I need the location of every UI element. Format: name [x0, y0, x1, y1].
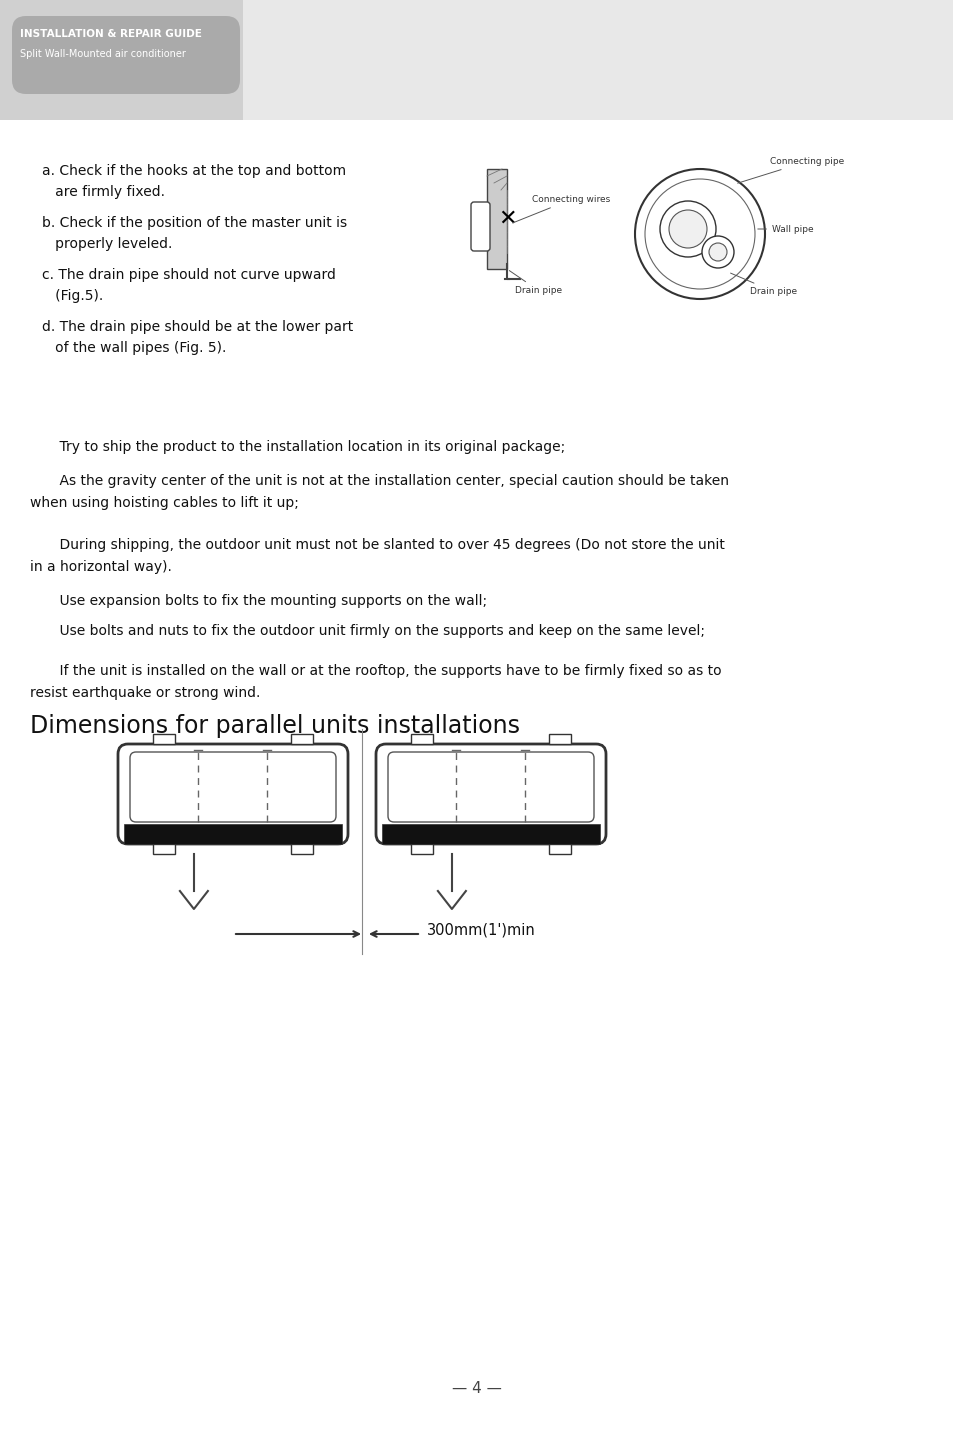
Bar: [548, 845, 571, 855]
FancyBboxPatch shape: [118, 744, 348, 845]
Text: Use bolts and nuts to fix the outdoor unit firmly on the supports and keep on th: Use bolts and nuts to fix the outdoor un…: [42, 624, 704, 638]
Text: are firmly fixed.: are firmly fixed.: [42, 185, 165, 199]
Text: properly leveled.: properly leveled.: [42, 237, 172, 251]
FancyBboxPatch shape: [375, 744, 605, 845]
Bar: [291, 734, 313, 744]
Text: 300mm(1')min: 300mm(1')min: [427, 922, 536, 938]
Bar: [486, 169, 506, 270]
Bar: [0, 0, 953, 120]
Text: Wall pipe: Wall pipe: [757, 225, 813, 234]
Text: b. Check if the position of the master unit is: b. Check if the position of the master u…: [42, 217, 347, 229]
Text: ✕: ✕: [498, 209, 517, 229]
Text: As the gravity center of the unit is not at the installation center, special cau: As the gravity center of the unit is not…: [42, 475, 728, 488]
Text: INSTALLATION & REPAIR GUIDE: INSTALLATION & REPAIR GUIDE: [20, 29, 202, 39]
Text: c. The drain pipe should not curve upward: c. The drain pipe should not curve upwar…: [42, 268, 335, 282]
Text: a. Check if the hooks at the top and bottom: a. Check if the hooks at the top and bot…: [42, 163, 346, 178]
FancyBboxPatch shape: [130, 751, 335, 822]
Text: If the unit is installed on the wall or at the rooftop, the supports have to be : If the unit is installed on the wall or …: [42, 664, 720, 678]
Bar: [548, 734, 571, 744]
Text: Connecting pipe: Connecting pipe: [737, 156, 843, 184]
Circle shape: [644, 179, 754, 290]
Text: when using hoisting cables to lift it up;: when using hoisting cables to lift it up…: [30, 496, 298, 511]
Bar: [411, 734, 433, 744]
Bar: [291, 845, 313, 855]
Bar: [411, 845, 433, 855]
Text: Drain pipe: Drain pipe: [509, 271, 561, 295]
Bar: [381, 825, 599, 845]
Text: Connecting wires: Connecting wires: [512, 195, 610, 222]
Bar: [152, 845, 174, 855]
Text: Use expansion bolts to fix the mounting supports on the wall;: Use expansion bolts to fix the mounting …: [42, 594, 487, 608]
Text: During shipping, the outdoor unit must not be slanted to over 45 degrees (Do not: During shipping, the outdoor unit must n…: [42, 538, 724, 552]
Circle shape: [701, 237, 733, 268]
Bar: [124, 825, 341, 845]
FancyBboxPatch shape: [471, 202, 490, 251]
Text: resist earthquake or strong wind.: resist earthquake or strong wind.: [30, 685, 260, 700]
Text: Dimensions for parallel units installations: Dimensions for parallel units installati…: [30, 714, 519, 739]
Bar: [0, 0, 243, 120]
Text: — 4 —: — 4 —: [452, 1381, 501, 1397]
Text: of the wall pipes (Fig. 5).: of the wall pipes (Fig. 5).: [42, 341, 226, 356]
FancyBboxPatch shape: [12, 16, 240, 95]
FancyBboxPatch shape: [388, 751, 594, 822]
Circle shape: [708, 242, 726, 261]
Text: d. The drain pipe should be at the lower part: d. The drain pipe should be at the lower…: [42, 320, 353, 334]
Text: Try to ship the product to the installation location in its original package;: Try to ship the product to the installat…: [42, 440, 565, 455]
Text: (Fig.5).: (Fig.5).: [42, 290, 103, 303]
Bar: [152, 734, 174, 744]
Text: Drain pipe: Drain pipe: [730, 272, 797, 295]
Text: Split Wall-Mounted air conditioner: Split Wall-Mounted air conditioner: [20, 49, 186, 59]
Circle shape: [659, 201, 716, 257]
Circle shape: [635, 169, 764, 300]
Circle shape: [668, 209, 706, 248]
Text: in a horizontal way).: in a horizontal way).: [30, 561, 172, 574]
